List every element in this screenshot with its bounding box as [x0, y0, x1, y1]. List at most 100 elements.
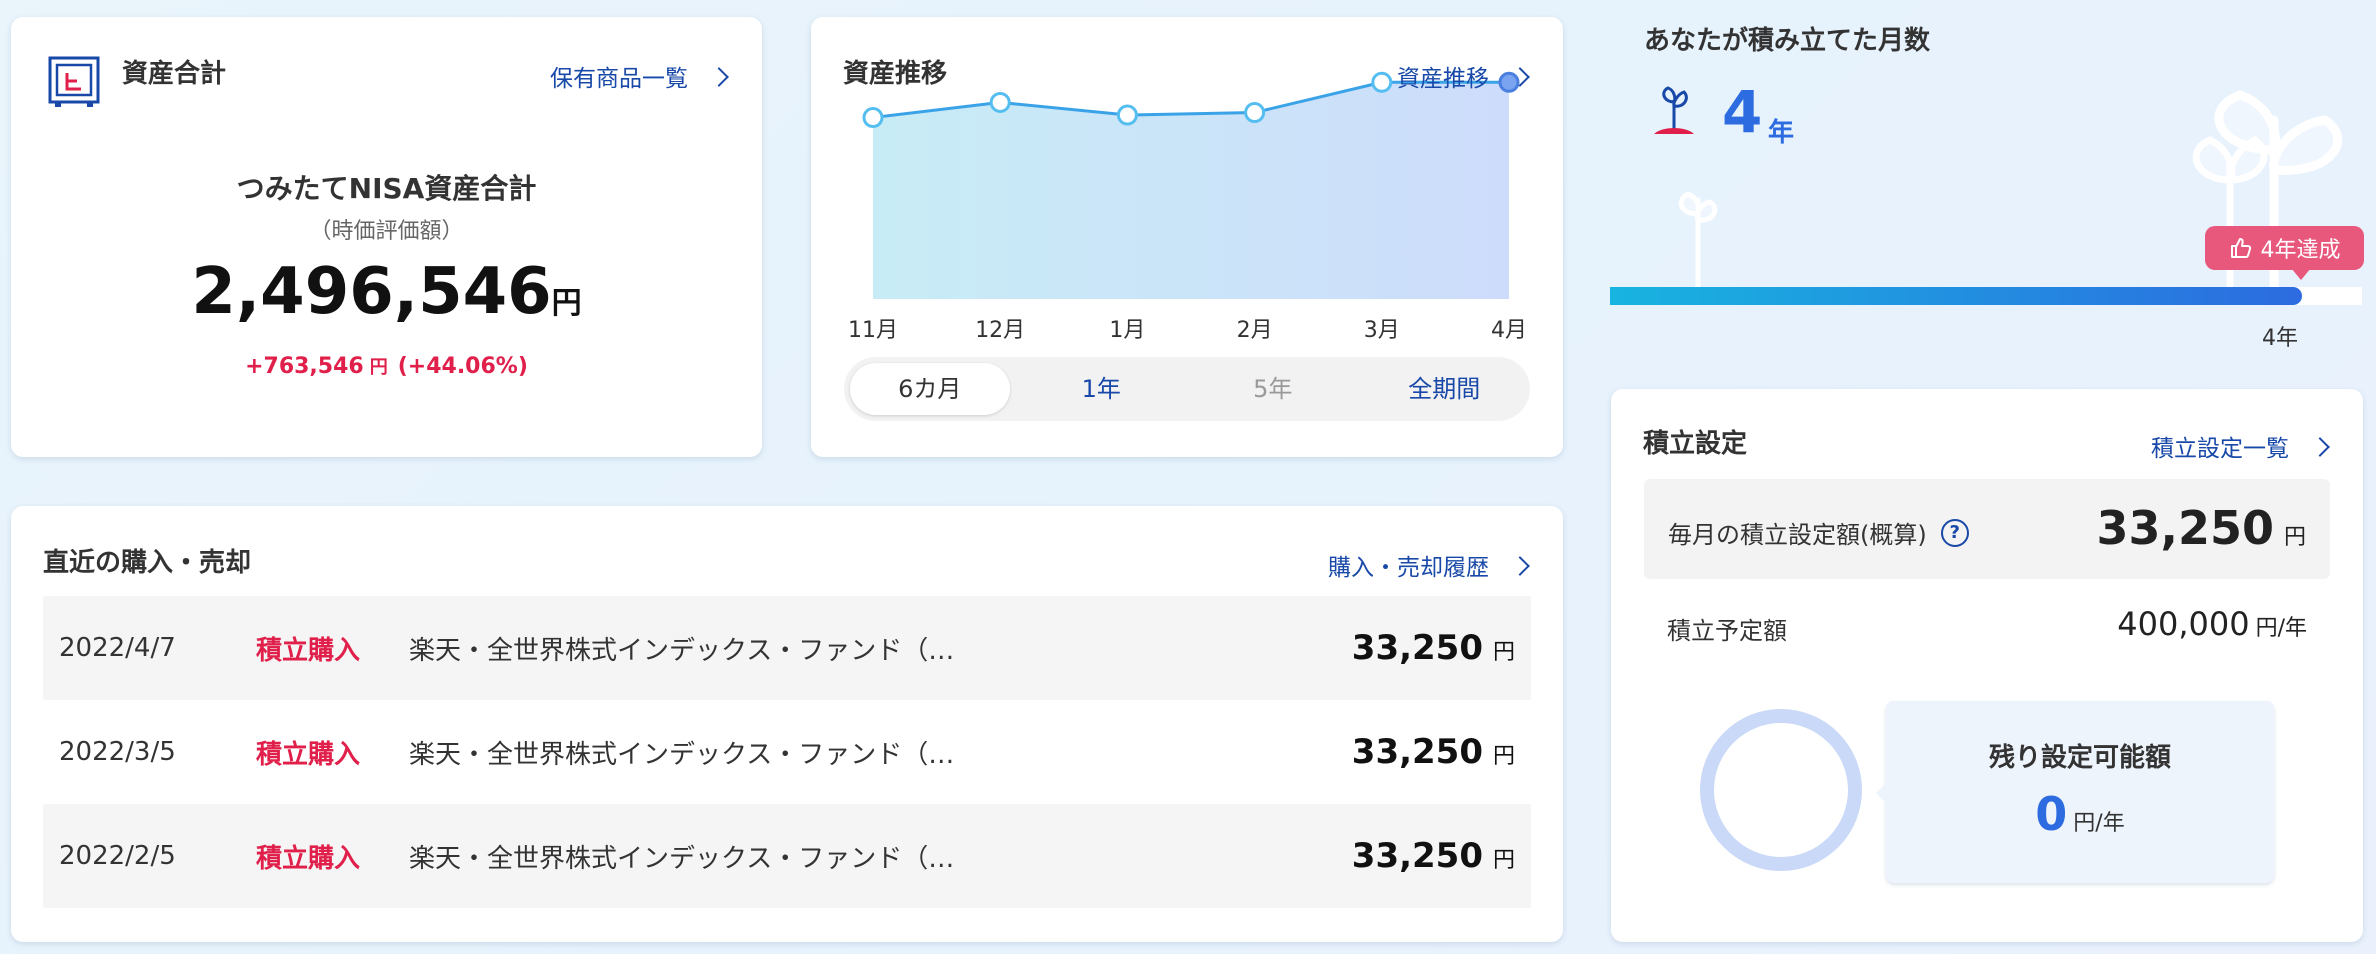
- trade-amount-unit: 円: [1492, 640, 1515, 665]
- gain-value: +763,546: [245, 354, 364, 379]
- achievement-label: 4年達成: [2260, 238, 2341, 263]
- asset-total-title: 資産合計: [122, 59, 227, 89]
- yearly-amount-value: 400,000: [2117, 605, 2250, 643]
- trend-x-tick: 2月: [1237, 318, 1273, 343]
- monthly-amount-label-wrap: 毎月の積立設定額(概算) ?: [1668, 515, 1969, 550]
- trend-point[interactable]: [1371, 71, 1393, 93]
- plan-settings-link[interactable]: 積立設定一覧: [2151, 429, 2330, 463]
- trade-amount: 33,250 円: [1352, 836, 1515, 876]
- nisa-total-amount: 2,496,546円: [11, 255, 762, 329]
- trade-date: 2022/4/7: [59, 633, 176, 663]
- trade-history-link-label: 購入・売却履歴: [1328, 555, 1489, 581]
- nisa-total-label: つみたてNISA資産合計: [236, 172, 537, 205]
- asset-trend-card: 11月 12月 1月 2月 3月 4月 資産推移 資産推移 6カ月 1年 5年 全期間: [811, 17, 1563, 457]
- yearly-amount-label: 積立予定額: [1667, 617, 1787, 645]
- period-5y: 5年: [1253, 375, 1293, 403]
- progress-end-label: 4年: [2262, 326, 2298, 351]
- holdings-list-link[interactable]: 保有商品一覧: [550, 59, 729, 93]
- period-1y[interactable]: 1年: [1081, 375, 1121, 403]
- months-progress-bar: [1610, 287, 2362, 305]
- gain-pct: (+44.06%): [397, 354, 528, 379]
- plan-settings-card: 積立設定 積立設定一覧 毎月の積立設定額(概算) ? 33,250 円 積立予定額…: [1611, 389, 2363, 942]
- trend-x-tick: 1月: [1109, 318, 1145, 343]
- nisa-total-sublabel: （時価評価額）: [309, 219, 464, 244]
- remaining-amount-value: 0: [2035, 787, 2068, 841]
- remaining-ring-icon: [1700, 709, 1862, 871]
- recent-trades-card: 直近の購入・売却 購入・売却履歴 2022/4/7 積立購入 楽天・全世界株式イ…: [11, 506, 1563, 942]
- nisa-gain: +763,546 円 (+44.06%): [11, 353, 762, 379]
- yearly-amount-unit: 円/年: [2255, 616, 2307, 641]
- months-unit: 年: [1768, 118, 1795, 148]
- trade-amount-value: 33,250: [1351, 836, 1483, 876]
- period-all[interactable]: 全期間: [1408, 375, 1481, 403]
- monthly-amount-unit: 円: [2283, 525, 2306, 550]
- trend-point[interactable]: [1244, 102, 1266, 124]
- months-count: 4: [1722, 78, 1763, 146]
- plan-settings-link-label: 積立設定一覧: [2151, 436, 2289, 462]
- trade-list: 2022/4/7 積立購入 楽天・全世界株式インデックス・ファンド（… 33,2…: [43, 596, 1531, 908]
- thumbs-up-icon: [2230, 238, 2251, 258]
- accumulated-months-panel: あなたが積み立てた月数 4 年: [1610, 0, 2376, 370]
- trend-x-tick: 4月: [1491, 318, 1527, 343]
- plan-settings-title: 積立設定: [1643, 429, 1748, 459]
- period-6m[interactable]: 6カ月: [850, 363, 1010, 415]
- months-title: あなたが積み立てた月数: [1644, 26, 1931, 56]
- sprout-icon: [1654, 86, 1694, 134]
- remaining-amount-unit: 円/年: [2073, 811, 2125, 836]
- holdings-list-link-label: 保有商品一覧: [550, 66, 688, 92]
- asset-total-card: 資産合計 保有商品一覧 つみたてNISA資産合計 （時価評価額） 2,496,5…: [11, 17, 762, 457]
- trend-area: [873, 82, 1509, 299]
- gain-unit: 円: [369, 357, 388, 378]
- asset-trend-link[interactable]: 資産推移: [1397, 59, 1530, 93]
- chevron-right-icon: [2310, 437, 2330, 457]
- trade-fund: 楽天・全世界株式インデックス・ファンド（…: [409, 635, 955, 666]
- period-selector: 6カ月 1年 5年 全期間: [844, 357, 1530, 421]
- trade-amount: 33,250 円: [1352, 628, 1515, 668]
- trade-type: 積立購入: [256, 739, 361, 770]
- trend-x-tick: 12月: [975, 318, 1025, 343]
- trade-date: 2022/2/5: [59, 841, 176, 871]
- trend-x-tick: 3月: [1364, 318, 1400, 343]
- trade-fund: 楽天・全世界株式インデックス・ファンド（…: [409, 739, 955, 770]
- trade-row[interactable]: 2022/4/7 積立購入 楽天・全世界株式インデックス・ファンド（… 33,2…: [43, 596, 1531, 700]
- chevron-right-icon: [1510, 67, 1530, 87]
- chevron-right-icon: [709, 67, 729, 87]
- trade-amount-value: 33,250: [1351, 628, 1483, 668]
- trade-row[interactable]: 2022/2/5 積立購入 楽天・全世界株式インデックス・ファンド（… 33,2…: [43, 804, 1531, 908]
- trade-date: 2022/3/5: [59, 737, 176, 767]
- trade-amount-value: 33,250: [1351, 732, 1483, 772]
- asset-trend-title: 資産推移: [843, 59, 948, 89]
- remaining-amount-box: 残り設定可能額 0 円/年: [1876, 701, 2274, 883]
- chevron-right-icon: [1510, 556, 1530, 576]
- achievement-badge: 4年達成: [2205, 226, 2364, 280]
- remaining-amount-label: 残り設定可能額: [1988, 743, 2171, 773]
- monthly-amount-value: 33,250: [2096, 501, 2274, 555]
- trend-point[interactable]: [989, 91, 1011, 113]
- trade-fund: 楽天・全世界株式インデックス・ファンド（…: [409, 843, 955, 874]
- trade-type: 積立購入: [256, 635, 361, 666]
- help-icon[interactable]: ?: [1940, 518, 1969, 547]
- trend-point[interactable]: [862, 107, 884, 129]
- asset-trend-chart: 11月 12月 1月 2月 3月 4月: [848, 71, 1527, 343]
- remaining-amount: 0 円/年: [1886, 787, 2274, 841]
- nisa-total-value: 2,496,546: [191, 255, 552, 329]
- trade-amount-unit: 円: [1492, 744, 1515, 769]
- recent-trades-title: 直近の購入・売却: [43, 548, 252, 578]
- trade-amount: 33,250 円: [1352, 732, 1515, 772]
- trade-type: 積立購入: [256, 843, 361, 874]
- trend-line: [872, 80, 1509, 120]
- trade-row[interactable]: 2022/3/5 積立購入 楽天・全世界株式インデックス・ファンド（… 33,2…: [43, 700, 1531, 804]
- monthly-amount-box: 毎月の積立設定額(概算) ? 33,250 円: [1644, 479, 2330, 579]
- trend-x-tick: 11月: [848, 318, 898, 343]
- trend-point[interactable]: [1498, 71, 1520, 93]
- nisa-total-unit: 円: [551, 286, 582, 321]
- months-progress-fill: [1610, 287, 2302, 305]
- monthly-amount: 33,250 円: [2096, 501, 2306, 555]
- trend-point[interactable]: [1116, 104, 1138, 126]
- monthly-amount-label: 毎月の積立設定額(概算): [1668, 521, 1927, 549]
- yearly-amount: 400,000 円/年: [2117, 605, 2307, 643]
- trade-history-link[interactable]: 購入・売却履歴: [1328, 548, 1530, 582]
- safe-icon: [48, 56, 100, 107]
- asset-trend-link-label: 資産推移: [1397, 66, 1489, 92]
- trade-amount-unit: 円: [1492, 848, 1515, 873]
